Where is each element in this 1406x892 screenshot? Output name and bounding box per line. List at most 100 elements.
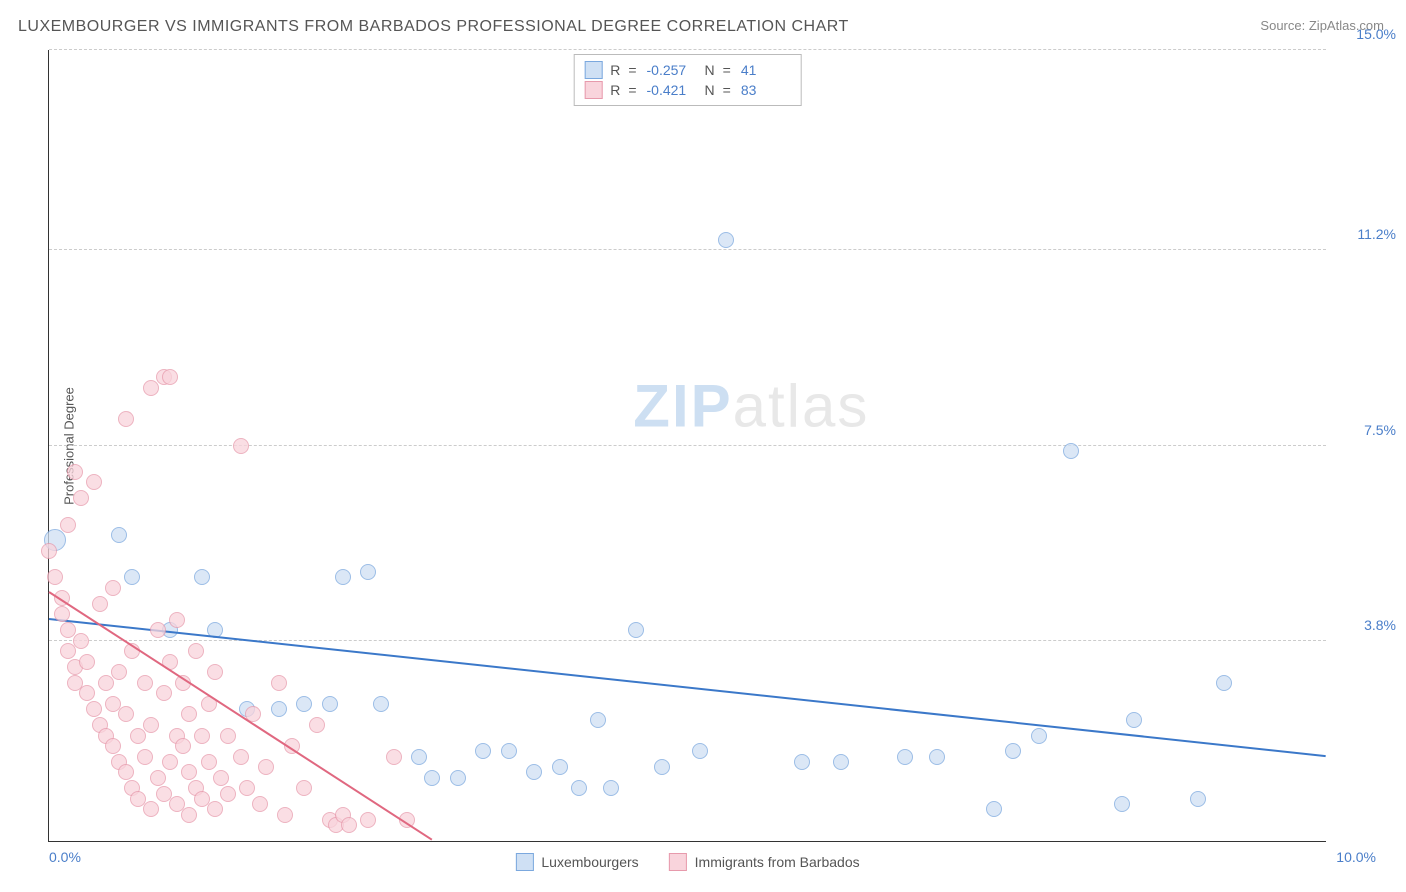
- scatter-point-bar: [220, 786, 236, 802]
- ytick-label: 11.2%: [1336, 226, 1396, 242]
- scatter-point-lux: [571, 780, 587, 796]
- scatter-point-lux: [194, 569, 210, 585]
- scatter-point-bar: [143, 717, 159, 733]
- scatter-point-bar: [111, 664, 127, 680]
- scatter-point-bar: [296, 780, 312, 796]
- scatter-point-bar: [207, 664, 223, 680]
- scatter-point-bar: [252, 796, 268, 812]
- scatter-point-bar: [201, 754, 217, 770]
- legend-stats-row-lux: R = -0.257 N = 41: [584, 61, 791, 79]
- scatter-point-bar: [41, 543, 57, 559]
- legend-label-bar: Immigrants from Barbados: [695, 854, 860, 870]
- ytick-label: 3.8%: [1336, 617, 1396, 633]
- scatter-point-bar: [277, 807, 293, 823]
- scatter-point-lux: [718, 232, 734, 248]
- scatter-point-bar: [92, 596, 108, 612]
- scatter-point-bar: [79, 654, 95, 670]
- scatter-point-bar: [386, 749, 402, 765]
- scatter-point-bar: [233, 749, 249, 765]
- scatter-point-lux: [1216, 675, 1232, 691]
- scatter-point-bar: [239, 780, 255, 796]
- scatter-point-lux: [628, 622, 644, 638]
- scatter-point-bar: [213, 770, 229, 786]
- trend-line-lux: [49, 618, 1326, 757]
- scatter-point-bar: [175, 738, 191, 754]
- legend-item-bar: Immigrants from Barbados: [669, 853, 860, 871]
- source-label: Source:: [1260, 18, 1305, 33]
- scatter-point-bar: [150, 622, 166, 638]
- scatter-point-lux: [526, 764, 542, 780]
- scatter-point-lux: [833, 754, 849, 770]
- legend-n-lux: 41: [741, 62, 791, 78]
- scatter-point-bar: [86, 474, 102, 490]
- scatter-point-bar: [220, 728, 236, 744]
- scatter-point-lux: [654, 759, 670, 775]
- scatter-point-bar: [309, 717, 325, 733]
- gridline-h: [49, 49, 1326, 50]
- legend-series: Luxembourgers Immigrants from Barbados: [515, 853, 859, 871]
- scatter-point-lux: [373, 696, 389, 712]
- scatter-point-lux: [1063, 443, 1079, 459]
- legend-eq: =: [628, 82, 636, 98]
- legend-n-label: N: [705, 82, 715, 98]
- legend-r-label: R: [610, 62, 620, 78]
- scatter-point-bar: [73, 633, 89, 649]
- scatter-point-lux: [590, 712, 606, 728]
- scatter-point-lux: [322, 696, 338, 712]
- scatter-point-bar: [54, 606, 70, 622]
- scatter-point-bar: [181, 764, 197, 780]
- ytick-label: 15.0%: [1336, 26, 1396, 42]
- scatter-point-bar: [188, 643, 204, 659]
- scatter-point-bar: [150, 770, 166, 786]
- xtick-label: 10.0%: [1336, 849, 1376, 865]
- legend-eq: =: [723, 82, 731, 98]
- scatter-point-bar: [360, 812, 376, 828]
- legend-swatch-lux: [515, 853, 533, 871]
- ytick-label: 7.5%: [1336, 422, 1396, 438]
- scatter-point-lux: [1031, 728, 1047, 744]
- scatter-point-lux: [552, 759, 568, 775]
- legend-stats: R = -0.257 N = 41 R = -0.421 N = 83: [573, 54, 802, 106]
- scatter-point-lux: [1126, 712, 1142, 728]
- scatter-point-bar: [118, 706, 134, 722]
- scatter-point-bar: [137, 675, 153, 691]
- legend-label-lux: Luxembourgers: [541, 854, 638, 870]
- scatter-point-lux: [986, 801, 1002, 817]
- legend-eq: =: [628, 62, 636, 78]
- scatter-point-bar: [233, 438, 249, 454]
- legend-swatch-lux: [584, 61, 602, 79]
- scatter-point-lux: [929, 749, 945, 765]
- chart-title: LUXEMBOURGER VS IMMIGRANTS FROM BARBADOS…: [18, 18, 849, 36]
- scatter-point-bar: [341, 817, 357, 833]
- scatter-point-bar: [258, 759, 274, 775]
- legend-n-bar: 83: [741, 82, 791, 98]
- scatter-point-bar: [118, 411, 134, 427]
- scatter-point-lux: [450, 770, 466, 786]
- scatter-point-bar: [181, 807, 197, 823]
- scatter-point-bar: [207, 801, 223, 817]
- scatter-point-bar: [271, 675, 287, 691]
- scatter-point-bar: [86, 701, 102, 717]
- scatter-point-bar: [47, 569, 63, 585]
- scatter-point-lux: [475, 743, 491, 759]
- scatter-point-lux: [692, 743, 708, 759]
- scatter-point-lux: [1190, 791, 1206, 807]
- scatter-point-bar: [79, 685, 95, 701]
- scatter-point-lux: [897, 749, 913, 765]
- scatter-point-bar: [60, 517, 76, 533]
- scatter-point-bar: [137, 749, 153, 765]
- scatter-point-bar: [143, 801, 159, 817]
- legend-stats-row-bar: R = -0.421 N = 83: [584, 81, 791, 99]
- scatter-point-lux: [603, 780, 619, 796]
- scatter-point-bar: [181, 706, 197, 722]
- scatter-point-lux: [424, 770, 440, 786]
- scatter-point-lux: [296, 696, 312, 712]
- scatter-point-lux: [411, 749, 427, 765]
- trend-line-bar: [48, 591, 432, 841]
- scatter-point-lux: [111, 527, 127, 543]
- legend-r-label: R: [610, 82, 620, 98]
- legend-item-lux: Luxembourgers: [515, 853, 638, 871]
- scatter-point-lux: [335, 569, 351, 585]
- scatter-point-lux: [1114, 796, 1130, 812]
- scatter-point-bar: [73, 490, 89, 506]
